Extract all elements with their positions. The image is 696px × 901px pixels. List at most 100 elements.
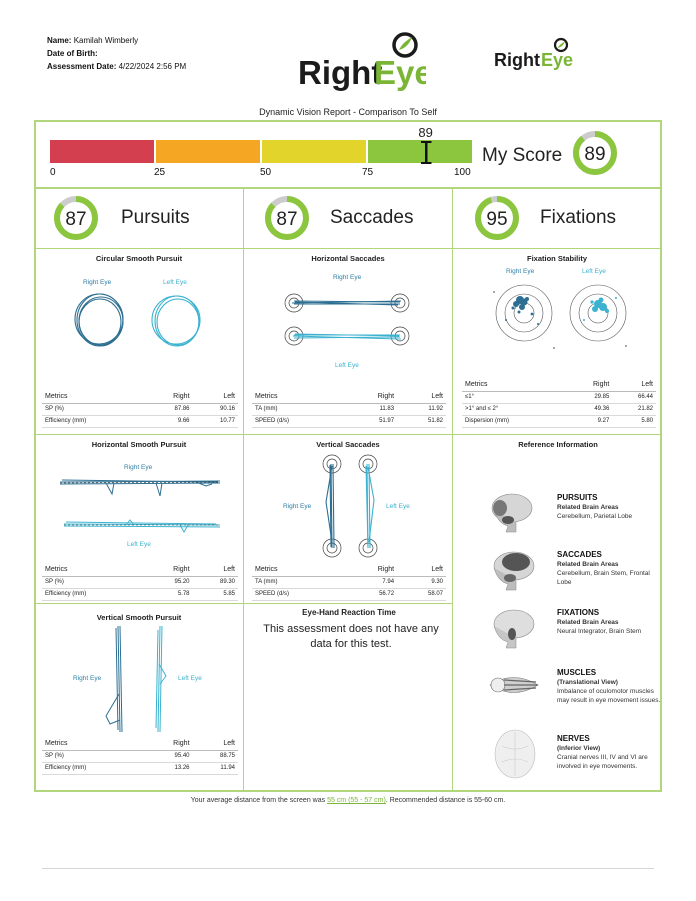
table-row: TA (mm) 7.94 9.30 [252, 576, 446, 589]
eye-hand-title: Eye-Hand Reaction Time [302, 608, 396, 617]
horizontal-pursuit-title: Horizontal Smooth Pursuit [91, 440, 187, 449]
divider [35, 187, 661, 189]
patient-name: Kamilah Wimberly [73, 36, 139, 45]
vertical-pursuit-trace [105, 625, 167, 733]
left-eye-label: Left Eye [163, 279, 187, 286]
table-row: SP (%) 87.86 90.16 [42, 403, 238, 416]
brain-lateral-icon [491, 493, 533, 533]
circular-metrics-table: Metrics Right Left SP (%) 87.86 90.16 Effici… [42, 391, 238, 428]
vertical-saccades-metrics-table: Metrics Right Left TA (mm) 7.94 9.30 SPEED (… [252, 564, 446, 601]
table-row: Efficiency (mm) 13.26 11.94 [42, 762, 238, 775]
table-row: SPEED (d/s) 56.72 58.07 [252, 588, 446, 601]
right-eye-label: Right Eye [83, 279, 112, 286]
divider [452, 188, 453, 791]
score-marker-value: 89 [418, 125, 433, 140]
ring-score-value: 95 [486, 209, 507, 230]
reference-item-muscles: MUSCLES (Translational View) Imbalance o… [557, 668, 661, 704]
ring-fill [573, 131, 617, 175]
right-eye-label: Right Eye [124, 464, 153, 471]
left-eye-label: Left Eye [582, 268, 606, 275]
table-row: >1° and ≤ 2° 49.36 21.82 [462, 403, 656, 416]
ring-score-value: 87 [276, 209, 297, 230]
score-tick: 50 [260, 167, 272, 178]
divider [35, 603, 453, 604]
table-row: SPEED (d/s) 51.97 51.82 [252, 415, 446, 428]
name-label: Name: [47, 36, 72, 45]
score-bar: 0 25 50 75 100 [50, 140, 474, 180]
horizontal-saccades-title: Horizontal Saccades [311, 254, 385, 263]
divider [243, 188, 244, 791]
logo-small-right: Right [494, 50, 540, 70]
brain-inferior-icon [494, 729, 536, 779]
right-eye-label: Right Eye [283, 503, 312, 510]
distance-note: Your average distance from the screen wa… [190, 797, 506, 804]
ring-fill [475, 196, 519, 240]
divider [35, 248, 661, 249]
vertical-saccades-trace [322, 454, 378, 558]
table-row: Dispersion (mm) 9.27 5.80 [462, 415, 656, 428]
horizontal-pursuit-trace [59, 479, 221, 534]
score-marker-icon [420, 141, 432, 164]
ring-fill [54, 196, 98, 240]
logo-small-eye: Eye [541, 50, 573, 70]
score-segment-red [50, 140, 154, 163]
ring-fill [265, 196, 309, 240]
horizontal-saccades-metrics-table: Metrics Right Left TA (mm) 11.83 11.92 SPEED… [252, 391, 446, 428]
circular-pursuit-trace [74, 293, 201, 347]
pursuits-score-ring: 87 [54, 196, 98, 240]
righteye-logo: Right Eye [298, 32, 426, 91]
logo-text-eye: Eye [374, 54, 426, 91]
logo-text-right: Right [298, 54, 382, 91]
horizontal-pursuit-metrics-table: Metrics Right Left SP (%) 95.20 89.30 Effici… [42, 564, 238, 601]
table-row: SP (%) 95.20 89.30 [42, 576, 238, 589]
assessment-label: Assessment Date: [47, 62, 117, 71]
brain-fixations-icon [493, 609, 535, 649]
eye-muscles-icon [489, 677, 539, 693]
my-score-label: My Score [482, 145, 563, 166]
score-tick: 25 [154, 167, 166, 178]
left-eye-label: Left Eye [386, 503, 410, 510]
distance-link[interactable]: 55 cm (55 - 57 cm) [327, 797, 386, 804]
fixations-score-ring: 95 [475, 196, 519, 240]
table-row: ≤1° 29.85 66.44 [462, 391, 656, 404]
vertical-saccades-title: Vertical Saccades [316, 440, 380, 449]
score-tick: 100 [454, 167, 471, 178]
score-tick: 75 [362, 167, 374, 178]
score-segment-orange [156, 140, 260, 163]
divider [35, 434, 661, 435]
pursuits-title: Pursuits [121, 207, 190, 228]
dob-label: Date of Birth: [47, 49, 98, 58]
ring-score-value: 87 [65, 209, 86, 230]
patient-info: Name: Kamilah Wimberly Date of Birth: As… [47, 34, 186, 73]
left-eye-label: Left Eye [127, 541, 151, 548]
score-marker: 89 [416, 125, 436, 171]
right-eye-label: Right Eye [506, 268, 535, 275]
table-row: SP (%) 95.40 88.75 [42, 750, 238, 763]
vertical-pursuit-title: Vertical Smooth Pursuit [96, 613, 182, 622]
circular-pursuit-title: Circular Smooth Pursuit [95, 254, 183, 263]
report-title: Dynamic Vision Report - Comparison To Se… [259, 107, 437, 117]
reference-item-nerves: NERVES (Inferior View) Cranial nerves II… [557, 734, 648, 770]
left-eye-label: Left Eye [178, 675, 202, 682]
footer-divider [42, 868, 654, 869]
fixations-title: Fixations [540, 207, 617, 228]
right-eye-label: Right Eye [73, 675, 102, 682]
brain-saccades-icon [493, 551, 535, 591]
horizontal-saccades-trace [284, 293, 410, 346]
vertical-pursuit-metrics-table: Metrics Right Left SP (%) 95.40 88.75 Effici… [42, 738, 238, 775]
saccades-title: Saccades [330, 207, 414, 228]
table-row: Efficiency (mm) 5.78 5.85 [42, 588, 238, 601]
reference-item-saccades: SACCADES Related Brain Areas Cerebellum,… [557, 550, 650, 586]
score-tick: 0 [50, 167, 56, 178]
righteye-logo-small: Right Eye [494, 37, 573, 70]
fixation-metrics-table: Metrics Right Left ≤1° 29.85 66.44 >1° and ≤… [462, 379, 656, 428]
score-segment-green [368, 140, 472, 163]
fixation-stability-title: Fixation Stability [526, 254, 587, 263]
left-eye-label: Left Eye [335, 362, 359, 369]
report-frame [34, 120, 662, 792]
ring-score-value: 89 [584, 144, 605, 165]
my-score-ring: 89 [573, 131, 617, 175]
eye-hand-message: This assessment does not have any data f… [263, 623, 439, 650]
table-row: TA (mm) 11.83 11.92 [252, 403, 446, 416]
score-segment-yellow [262, 140, 366, 163]
